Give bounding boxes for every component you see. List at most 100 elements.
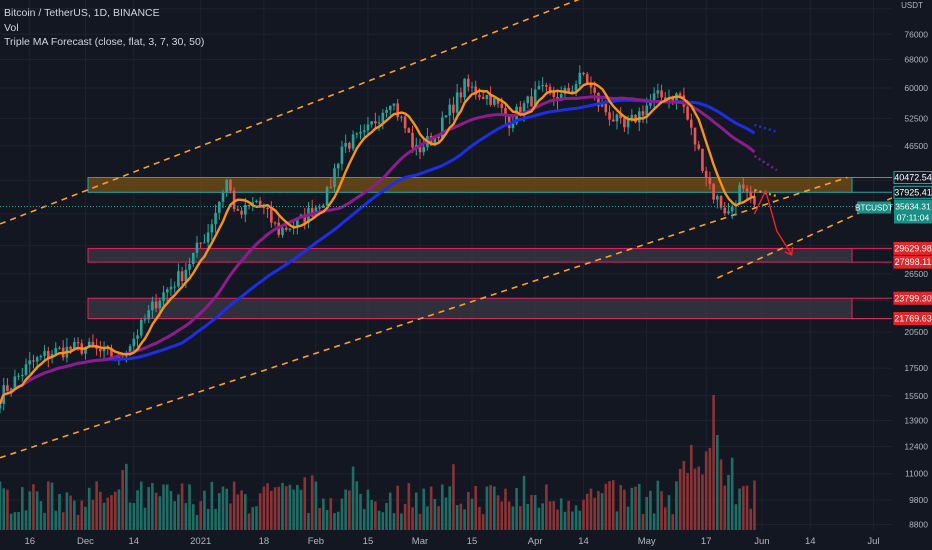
candle-body (749, 191, 753, 197)
channel-lower-line (0, 176, 848, 459)
volume-bar (615, 511, 619, 530)
candle-body (32, 360, 35, 362)
volume-bar (459, 503, 463, 530)
candle-body (359, 131, 362, 134)
candle-body (708, 177, 712, 184)
candle-body (17, 375, 20, 377)
volume-bar (548, 501, 552, 530)
candle-body (180, 271, 184, 282)
volume-bar (519, 506, 522, 530)
candle-body (221, 193, 225, 202)
volume-bar (571, 511, 574, 530)
channel-upper-line (0, 0, 580, 225)
candle-body (296, 217, 299, 226)
volume-bar (314, 481, 318, 530)
price-axis-background (892, 0, 932, 550)
volume-bar (500, 501, 504, 530)
candle-body (39, 355, 43, 358)
candle-body (247, 204, 251, 206)
volume-bar (589, 488, 593, 530)
volume-bar (87, 487, 91, 530)
price-label: 23799.30 (894, 293, 932, 303)
volume-bar (325, 510, 329, 530)
volume-bar (106, 497, 110, 530)
candle-body (244, 204, 247, 215)
volume-bar (113, 491, 117, 530)
candle-body (478, 94, 481, 98)
candle-body (470, 86, 474, 88)
candle-body (437, 136, 440, 139)
volume-bar (671, 514, 675, 530)
volume-bar (663, 507, 667, 530)
candle-body (589, 84, 593, 88)
candle-body (604, 103, 608, 113)
candle-body (481, 97, 485, 100)
volume-bar (682, 460, 686, 530)
candle-body (652, 93, 656, 101)
volume-bar (165, 484, 169, 530)
candle-body (385, 110, 388, 113)
candle-body (615, 114, 619, 122)
volume-bar (381, 512, 385, 530)
volume-bar (716, 435, 719, 530)
candle-body (158, 300, 162, 309)
volume-bar (281, 482, 284, 530)
candle-body (344, 142, 347, 147)
volume-bar (727, 474, 730, 530)
candle-body (288, 228, 292, 230)
candle-body (281, 227, 284, 235)
volume-bar (556, 509, 559, 530)
candle-body (13, 376, 17, 389)
volume-bar (191, 504, 195, 530)
candle-body (474, 86, 478, 95)
volume-bar (388, 492, 392, 530)
volume-bar (701, 474, 704, 530)
candle-body (132, 338, 136, 347)
candle-body (611, 119, 615, 122)
candle-body (585, 74, 589, 85)
candle-body (489, 95, 492, 105)
candle-body (333, 168, 336, 188)
volume-bar (258, 493, 262, 530)
volume-bar (266, 483, 269, 530)
volume-bar (251, 507, 255, 530)
price-label: 29629.98 (894, 243, 932, 253)
price-label: 27898.11 (895, 257, 932, 267)
volume-bar (61, 512, 65, 530)
volume-bar (730, 457, 734, 530)
volume-bar (719, 459, 723, 530)
volume-bar (329, 498, 333, 530)
volume-bar (455, 505, 459, 530)
axis-tick-label: 52500 (904, 113, 928, 123)
volume-bar (17, 512, 20, 530)
candle-body (600, 103, 604, 107)
candle-body (641, 111, 645, 116)
candle-body (151, 301, 154, 311)
volume-bar (597, 491, 600, 530)
volume-bar (366, 489, 370, 530)
candle-body (266, 207, 269, 210)
volume-bar (333, 513, 336, 530)
volume-bar (370, 499, 373, 530)
candle-body (541, 85, 544, 87)
candle-body (511, 123, 515, 129)
volume-bar (489, 485, 492, 530)
last-price-countdown: 07:11:04 (897, 212, 930, 222)
candle-body (0, 403, 2, 409)
volume-bar (422, 488, 425, 530)
candle-body (336, 163, 340, 169)
volume-bar (236, 494, 240, 530)
candle-body (400, 116, 403, 118)
candle-body (258, 200, 262, 206)
volume-bar (474, 485, 478, 530)
candle-body (656, 90, 660, 94)
candle-body (440, 117, 444, 139)
candle-body (191, 252, 195, 265)
axis-currency-label: USDT (901, 1, 923, 10)
axis-tick-label: 76000 (904, 29, 928, 39)
volume-bar (132, 503, 136, 530)
candle-body (169, 286, 173, 290)
chart-legend: Bitcoin / TetherUS, 1D, BINANCE Vol Trip… (4, 6, 204, 50)
